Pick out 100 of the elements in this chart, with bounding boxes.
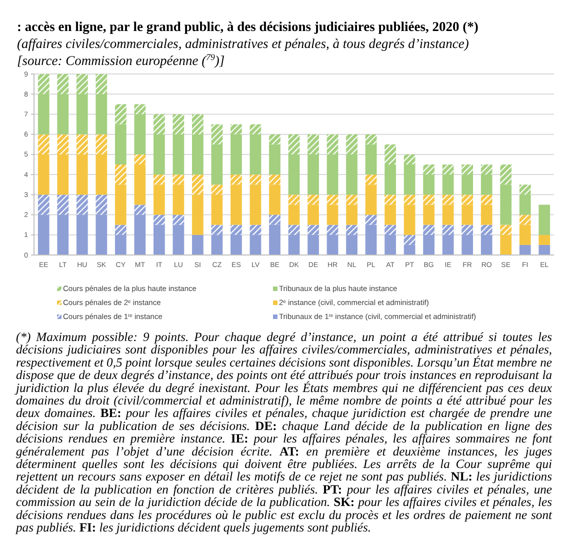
bar bbox=[211, 194, 223, 225]
bar bbox=[114, 234, 126, 255]
bar bbox=[423, 224, 434, 235]
bar bbox=[384, 234, 396, 255]
bar bbox=[326, 154, 338, 195]
bar bbox=[154, 224, 165, 255]
bar bbox=[192, 234, 204, 255]
bar bbox=[346, 234, 358, 255]
bar bbox=[192, 174, 204, 195]
bar bbox=[404, 164, 416, 195]
bar bbox=[404, 194, 416, 205]
bar bbox=[404, 234, 416, 245]
text: (*) Maximum possible: 9 points. Pour chaque degré d’instance, un point a été attribué si toutes les décisions judiciaires sont disponibles pour les affaires civiles/commerciales, administratives et pénales, respectivement et 0,5 point lorsque seules certaines décisions sont disponibles. Lorsqu’un État membre ne dispose que de deux degrés d’instance, des points ont été attribués pour trois instances en reproduisant la juridiction la plus élevée du degré inexistant. Pour les États membres qui ne différencient pas ces deux domaines du droit (civil/commercial et administratif), le même nombre de points a été attribué pour les deux domaines. BE: pour les affaires civiles et pénales, chaque juridiction est chargée de prendre une décision sur la publication de ses décisions. DE: chaque Land décide de la publication en ligne des décisions rendues en première instance. IE: pour les affaires pénales, les affaires sommaires ne font généralement pas l’objet d’une décision écrite. AT: en première et deuxième instances, les juges déterminent quelles sont les décisions qui doivent être publiées. Les arrêts de la Cour suprême qui rejettent un recours sans exposer en détail les motifs de ce rejet ne sont pas publiés. NL: les juridictions décident de la publication en fonction de critères publiés. PT: pour les affaires civiles et pénales, une commission au sein de la juridiction décide de la publication. SK: pour les affaires civiles et pénales, les décisions rendues dans les procédures où le public est exclu du procès et les ordres de paiement ne sont pas publiés. FI: les juridictions décident quels jugements sont publiés. bbox=[16, 330, 552, 534]
chart-title: : accès en ligne, par le grand public, à des décisions judiciaires publiées, 2020 (*) bbox=[17, 19, 478, 34]
bar bbox=[250, 124, 262, 134]
bar bbox=[114, 224, 126, 235]
bar bbox=[326, 204, 338, 225]
bar bbox=[326, 194, 338, 205]
bar bbox=[462, 174, 474, 195]
bar bbox=[519, 194, 531, 215]
bar bbox=[346, 194, 358, 205]
bar bbox=[308, 224, 319, 235]
bar bbox=[442, 174, 454, 195]
bar bbox=[57, 194, 69, 215]
bar bbox=[288, 134, 300, 154]
bar bbox=[114, 184, 126, 225]
bar bbox=[442, 194, 454, 205]
bar bbox=[384, 204, 396, 225]
bar bbox=[250, 134, 262, 175]
bar bbox=[404, 244, 416, 255]
bar bbox=[480, 174, 492, 195]
bar bbox=[134, 204, 146, 215]
bar bbox=[346, 154, 358, 195]
bar bbox=[57, 154, 69, 195]
bar bbox=[192, 114, 204, 134]
bar bbox=[288, 204, 300, 225]
bar bbox=[423, 194, 434, 205]
bar bbox=[76, 214, 88, 255]
bar bbox=[462, 234, 474, 255]
bar bbox=[269, 224, 280, 255]
bar bbox=[250, 174, 262, 185]
bar bbox=[423, 164, 434, 175]
bar bbox=[230, 174, 242, 185]
bar bbox=[269, 144, 280, 175]
bar bbox=[365, 174, 377, 185]
bar bbox=[500, 164, 512, 185]
bar bbox=[211, 234, 223, 255]
bar bbox=[76, 134, 88, 154]
bar bbox=[423, 204, 434, 225]
bar bbox=[154, 174, 165, 185]
bar bbox=[480, 234, 492, 255]
bar bbox=[519, 214, 531, 225]
bar bbox=[134, 214, 146, 255]
bar bbox=[288, 224, 300, 235]
bar bbox=[172, 174, 184, 185]
bar bbox=[230, 234, 242, 255]
bar bbox=[38, 214, 50, 255]
bar bbox=[538, 234, 550, 245]
bar bbox=[134, 164, 146, 205]
bar bbox=[500, 184, 512, 225]
bar bbox=[154, 134, 165, 175]
bar bbox=[442, 204, 454, 225]
bar bbox=[462, 164, 474, 175]
bar bbox=[38, 74, 50, 94]
bar bbox=[500, 234, 512, 255]
bar bbox=[192, 194, 204, 235]
bar bbox=[154, 214, 165, 225]
bar bbox=[346, 224, 358, 235]
bar bbox=[57, 134, 69, 154]
bar bbox=[57, 94, 69, 134]
bar bbox=[442, 164, 454, 175]
bar bbox=[308, 234, 319, 255]
bar bbox=[288, 234, 300, 255]
bar bbox=[134, 104, 146, 114]
bar bbox=[480, 194, 492, 205]
bar bbox=[76, 74, 88, 94]
bar bbox=[96, 154, 108, 195]
bar bbox=[308, 134, 319, 154]
bar bbox=[538, 244, 550, 255]
text: [source: Commission européenne ($^{79}$)] bbox=[17, 52, 225, 68]
bar bbox=[76, 94, 88, 134]
bar bbox=[134, 154, 146, 164]
bar bbox=[96, 194, 108, 215]
bar bbox=[538, 204, 550, 235]
bar bbox=[172, 114, 184, 134]
bar bbox=[462, 194, 474, 205]
bar bbox=[250, 184, 262, 225]
bar bbox=[384, 194, 396, 205]
bar bbox=[365, 144, 377, 175]
bar bbox=[230, 224, 242, 235]
bar bbox=[172, 224, 184, 255]
bar bbox=[192, 134, 204, 175]
bar bbox=[308, 154, 319, 195]
bar bbox=[38, 134, 50, 154]
bar bbox=[308, 204, 319, 225]
bar bbox=[462, 204, 474, 225]
bar bbox=[519, 184, 531, 195]
bar bbox=[96, 214, 108, 255]
bar bbox=[172, 184, 184, 215]
bar bbox=[288, 154, 300, 195]
